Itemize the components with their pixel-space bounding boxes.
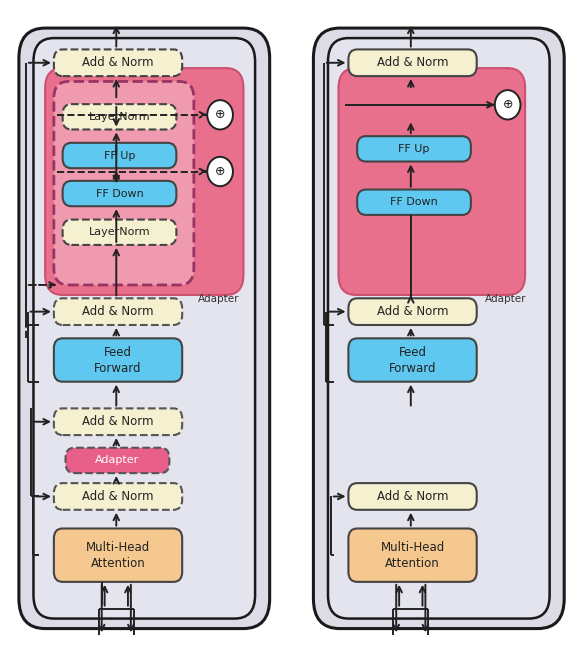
FancyBboxPatch shape: [54, 82, 194, 285]
Text: Multi-Head
Attention: Multi-Head Attention: [86, 541, 150, 570]
FancyBboxPatch shape: [54, 338, 182, 382]
Circle shape: [207, 100, 233, 129]
Text: Add & Norm: Add & Norm: [82, 415, 154, 428]
Text: Multi-Head
Attention: Multi-Head Attention: [380, 541, 445, 570]
FancyBboxPatch shape: [63, 143, 176, 168]
FancyBboxPatch shape: [349, 50, 477, 76]
FancyBboxPatch shape: [54, 409, 182, 435]
Text: FF Down: FF Down: [390, 197, 438, 207]
Text: Add & Norm: Add & Norm: [82, 490, 154, 503]
Circle shape: [495, 90, 520, 119]
Text: LayerNorm: LayerNorm: [88, 227, 150, 237]
FancyBboxPatch shape: [45, 68, 243, 295]
FancyBboxPatch shape: [54, 529, 182, 582]
FancyBboxPatch shape: [349, 298, 477, 325]
Text: Adapter: Adapter: [485, 293, 526, 304]
Text: Add & Norm: Add & Norm: [377, 56, 448, 69]
FancyBboxPatch shape: [63, 104, 176, 129]
FancyBboxPatch shape: [54, 483, 182, 510]
FancyBboxPatch shape: [19, 28, 270, 628]
Text: Feed
Forward: Feed Forward: [389, 346, 437, 375]
FancyBboxPatch shape: [357, 190, 471, 215]
Text: Add & Norm: Add & Norm: [377, 490, 448, 503]
Text: FF Up: FF Up: [398, 144, 430, 154]
FancyBboxPatch shape: [328, 38, 550, 618]
FancyBboxPatch shape: [357, 136, 471, 161]
FancyBboxPatch shape: [63, 220, 176, 245]
FancyBboxPatch shape: [54, 298, 182, 325]
Text: ⊕: ⊕: [502, 98, 513, 111]
FancyBboxPatch shape: [349, 483, 477, 510]
FancyBboxPatch shape: [349, 338, 477, 382]
Text: Add & Norm: Add & Norm: [82, 56, 154, 69]
Circle shape: [207, 157, 233, 186]
Text: FF Down: FF Down: [96, 188, 144, 198]
FancyBboxPatch shape: [349, 529, 477, 582]
Text: ⊕: ⊕: [215, 165, 226, 178]
Text: Add & Norm: Add & Norm: [377, 305, 448, 318]
Text: Add & Norm: Add & Norm: [82, 305, 154, 318]
Text: Adapter: Adapter: [198, 293, 239, 304]
Text: Feed
Forward: Feed Forward: [94, 346, 142, 375]
Text: Adapter: Adapter: [96, 456, 139, 466]
FancyBboxPatch shape: [339, 68, 525, 295]
FancyBboxPatch shape: [314, 28, 564, 628]
Text: FF Up: FF Up: [104, 151, 135, 161]
FancyBboxPatch shape: [63, 181, 176, 206]
FancyBboxPatch shape: [66, 448, 169, 473]
Text: LayerNorm: LayerNorm: [88, 112, 150, 122]
Text: ⊕: ⊕: [215, 109, 226, 121]
FancyBboxPatch shape: [54, 50, 182, 76]
FancyBboxPatch shape: [33, 38, 255, 618]
